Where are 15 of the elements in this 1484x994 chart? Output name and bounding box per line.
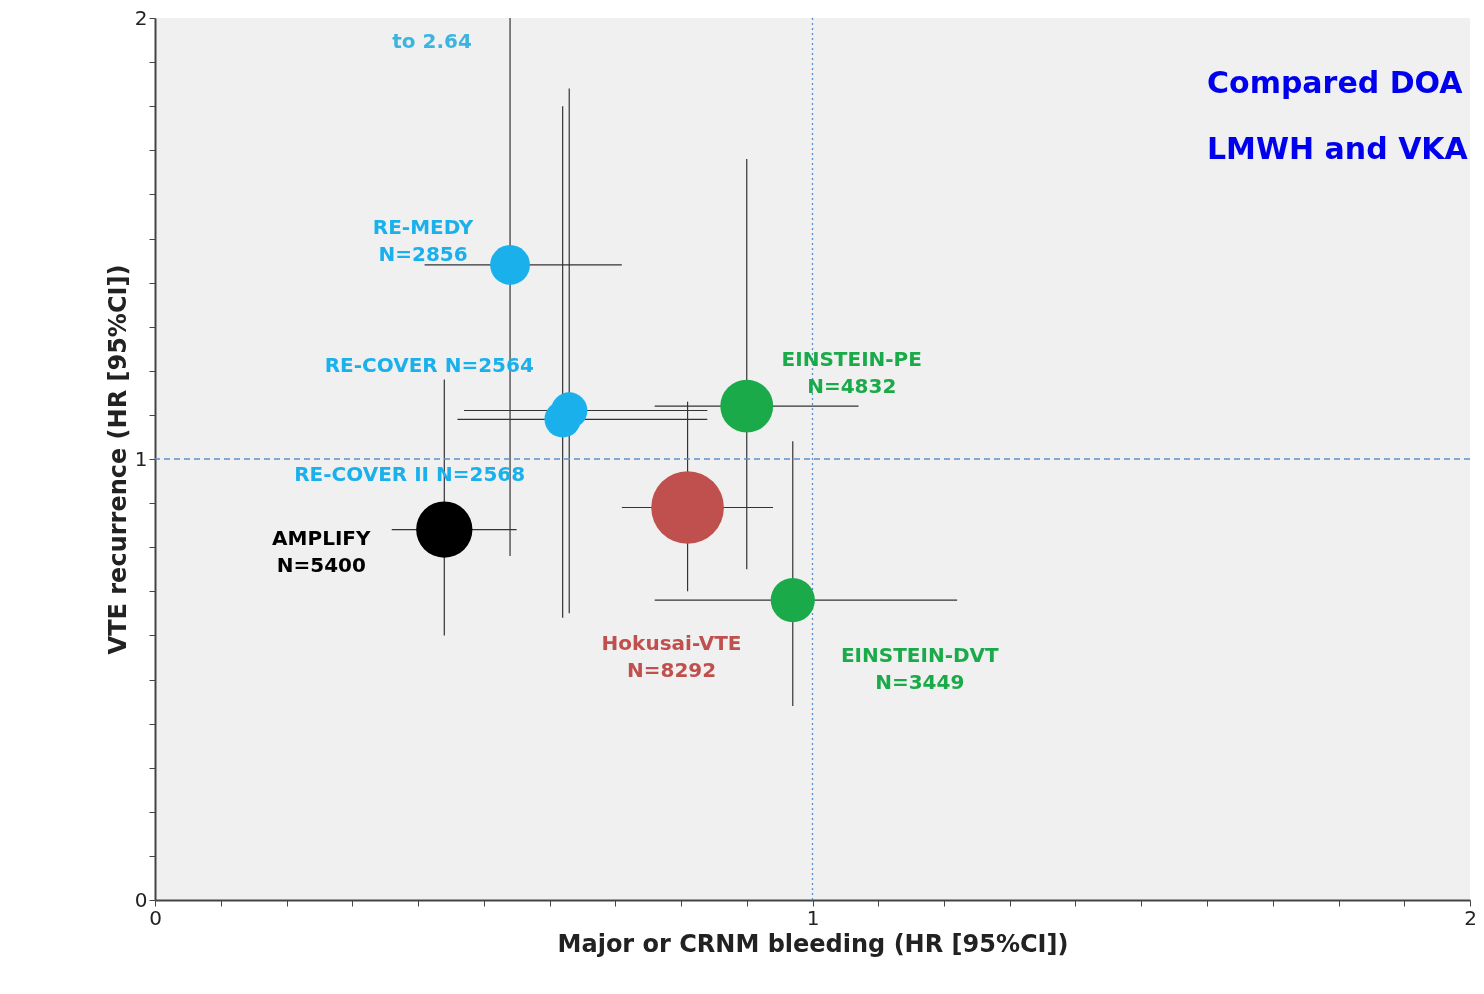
text: Hokusai-VTE N=8292 xyxy=(601,630,742,682)
y-tick-label: 1 xyxy=(134,446,148,471)
annotation: Compared DOA xyxy=(1207,65,1464,100)
series-label: EINSTEIN-PE N=4832 xyxy=(781,347,922,399)
x-tick-label: 1 xyxy=(806,905,820,930)
x-tick-label: 2 xyxy=(1464,905,1477,930)
text: AMPLIFY N=5400 xyxy=(272,525,371,577)
y-tick-label: 2 xyxy=(134,5,148,30)
annotation: LMWH and VKA xyxy=(1207,131,1469,166)
text: EINSTEIN-DVT N=3449 xyxy=(840,643,999,695)
series-label: RE-MEDY N=2856 xyxy=(372,214,474,266)
y-tick-label: 0 xyxy=(134,887,148,912)
x-axis-title: Major or CRNM bleeding (HR [95%CI]) xyxy=(557,929,1069,958)
y-axis-title: VTE recurrence (HR [95%CI]) xyxy=(103,264,132,655)
annotation: to 2.64 xyxy=(392,29,472,53)
